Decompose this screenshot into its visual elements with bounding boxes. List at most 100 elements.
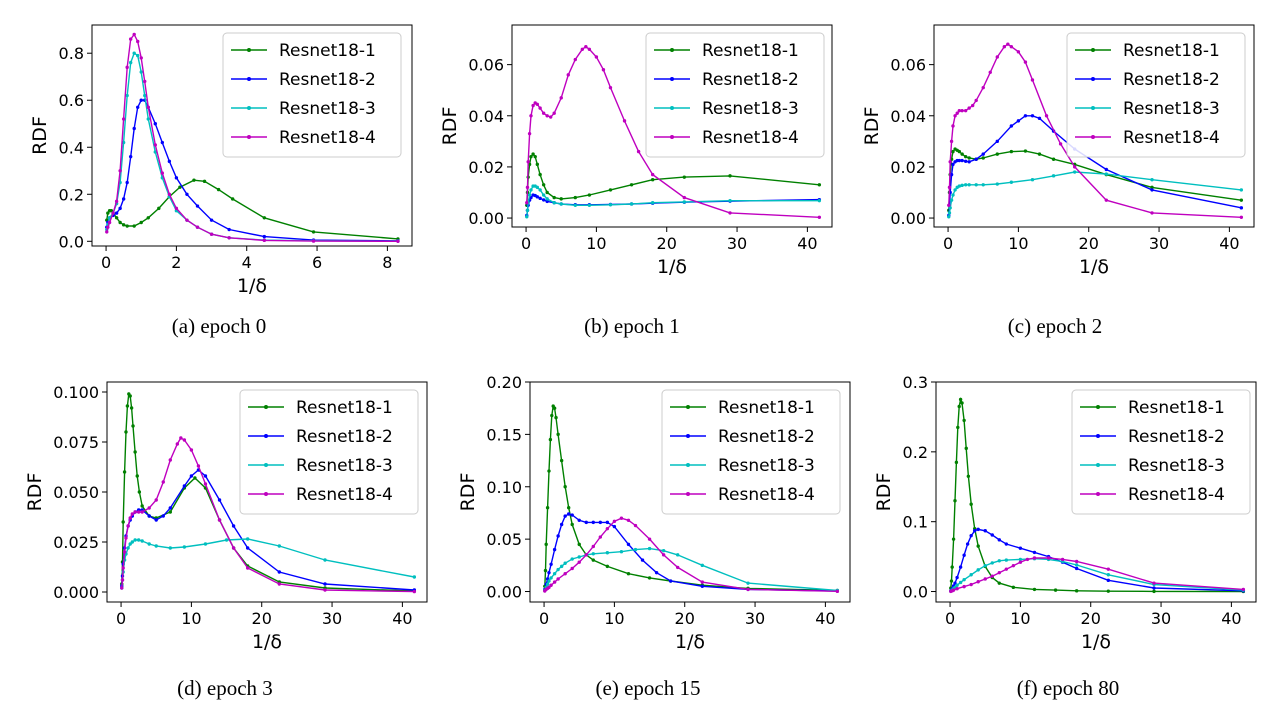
data-point bbox=[1150, 185, 1154, 190]
chart-panel-6: 0 10 20 30 400.00.10.20.31/δRDFResnet18-1Res… bbox=[873, 373, 1257, 700]
y-tick-label: 0.0 bbox=[59, 232, 84, 251]
data-point bbox=[1004, 567, 1009, 571]
data-point bbox=[122, 550, 127, 554]
data-point bbox=[626, 518, 631, 522]
data-point bbox=[957, 158, 962, 163]
data-point bbox=[953, 581, 957, 585]
data-point bbox=[143, 79, 147, 84]
data-point bbox=[647, 576, 652, 580]
data-point bbox=[106, 225, 110, 229]
legend-marker bbox=[264, 463, 268, 467]
data-point bbox=[700, 584, 705, 588]
data-point bbox=[974, 183, 978, 187]
data-point bbox=[140, 510, 144, 514]
legend-label: Resnet18-2 bbox=[279, 70, 376, 90]
data-point bbox=[125, 404, 130, 408]
x-tick-label: 30 bbox=[727, 234, 747, 253]
data-point bbox=[160, 171, 165, 175]
data-point bbox=[545, 506, 550, 510]
data-point bbox=[997, 581, 1001, 585]
data-point bbox=[598, 520, 603, 525]
legend-label: Resnet18-2 bbox=[718, 427, 815, 447]
data-point bbox=[559, 202, 563, 206]
data-point bbox=[650, 172, 655, 177]
legend-label: Resnet18-1 bbox=[718, 398, 815, 418]
data-point bbox=[125, 65, 129, 70]
y-axis-label: RDF bbox=[24, 473, 46, 512]
data-point bbox=[231, 546, 236, 550]
legend-marker bbox=[1091, 135, 1095, 139]
series-line-resnet18-2 bbox=[948, 115, 1242, 216]
x-tick-label: 30 bbox=[745, 609, 765, 628]
data-point bbox=[147, 542, 151, 546]
data-point bbox=[957, 404, 961, 409]
data-point bbox=[128, 542, 132, 546]
data-point bbox=[203, 482, 208, 486]
series-line-resnet18-4 bbox=[948, 43, 1242, 218]
y-tick-label: 0.20 bbox=[486, 373, 522, 392]
data-point bbox=[976, 544, 980, 548]
data-point bbox=[983, 529, 987, 533]
data-point bbox=[131, 424, 135, 428]
data-point bbox=[121, 140, 126, 145]
data-point bbox=[957, 184, 962, 188]
data-point bbox=[227, 227, 231, 232]
data-point bbox=[531, 103, 535, 108]
data-point bbox=[167, 192, 172, 196]
data-point bbox=[538, 188, 542, 192]
data-point bbox=[525, 208, 530, 213]
data-point bbox=[552, 547, 557, 552]
subfigure-caption: (d) epoch 3 bbox=[177, 676, 273, 700]
data-point bbox=[1241, 587, 1246, 592]
y-axis-label: RDF bbox=[457, 473, 479, 512]
data-point bbox=[1011, 563, 1016, 568]
data-point bbox=[137, 490, 142, 494]
data-point bbox=[626, 572, 631, 576]
data-point bbox=[132, 51, 136, 55]
data-point bbox=[111, 211, 115, 215]
series-line-resnet18-4 bbox=[950, 557, 1244, 593]
data-point bbox=[950, 565, 954, 569]
data-point bbox=[132, 224, 136, 228]
data-point bbox=[1023, 149, 1028, 153]
data-point bbox=[107, 220, 112, 225]
data-point bbox=[1239, 188, 1244, 192]
data-point bbox=[591, 544, 595, 549]
data-point bbox=[969, 573, 973, 577]
series-line-resnet18-1 bbox=[106, 179, 398, 240]
legend-label: Resnet18-1 bbox=[296, 398, 393, 418]
legend-label: Resnet18-2 bbox=[1128, 427, 1225, 447]
data-point bbox=[970, 103, 975, 108]
data-point bbox=[728, 198, 732, 203]
data-point bbox=[1025, 557, 1030, 562]
y-tick-label: 0.10 bbox=[486, 478, 522, 497]
data-point bbox=[960, 158, 964, 163]
y-tick-label: 0.8 bbox=[59, 44, 84, 63]
data-point bbox=[529, 114, 533, 118]
legend-label: Resnet18-2 bbox=[702, 70, 799, 90]
y-axis-label: RDF bbox=[29, 116, 51, 155]
data-point bbox=[997, 538, 1001, 542]
data-point bbox=[955, 587, 959, 591]
y-axis-label: RDF bbox=[873, 473, 895, 512]
data-point bbox=[1072, 170, 1077, 174]
legend-marker bbox=[264, 434, 268, 438]
data-point bbox=[661, 553, 666, 557]
data-point bbox=[121, 566, 125, 570]
data-point bbox=[570, 522, 574, 527]
data-point bbox=[549, 583, 553, 587]
data-point bbox=[954, 460, 959, 465]
data-point bbox=[981, 152, 985, 156]
legend: Resnet18-1 Resnet18-2 Resnet18-3 Resnet18-4 bbox=[645, 32, 825, 158]
data-point bbox=[640, 558, 645, 562]
data-point bbox=[529, 195, 533, 200]
data-point bbox=[608, 85, 613, 90]
data-point bbox=[957, 149, 962, 154]
y-tick-label: 0.1 bbox=[903, 513, 928, 532]
data-point bbox=[953, 114, 957, 118]
data-point bbox=[668, 579, 673, 583]
data-point bbox=[136, 39, 140, 44]
data-point bbox=[976, 527, 980, 532]
data-point bbox=[997, 570, 1001, 575]
chart-panel-3: 0 10 20 30 40 0.00 0.02 0.04 0.06 1/δ RDF Resnet18-… bbox=[861, 24, 1255, 338]
